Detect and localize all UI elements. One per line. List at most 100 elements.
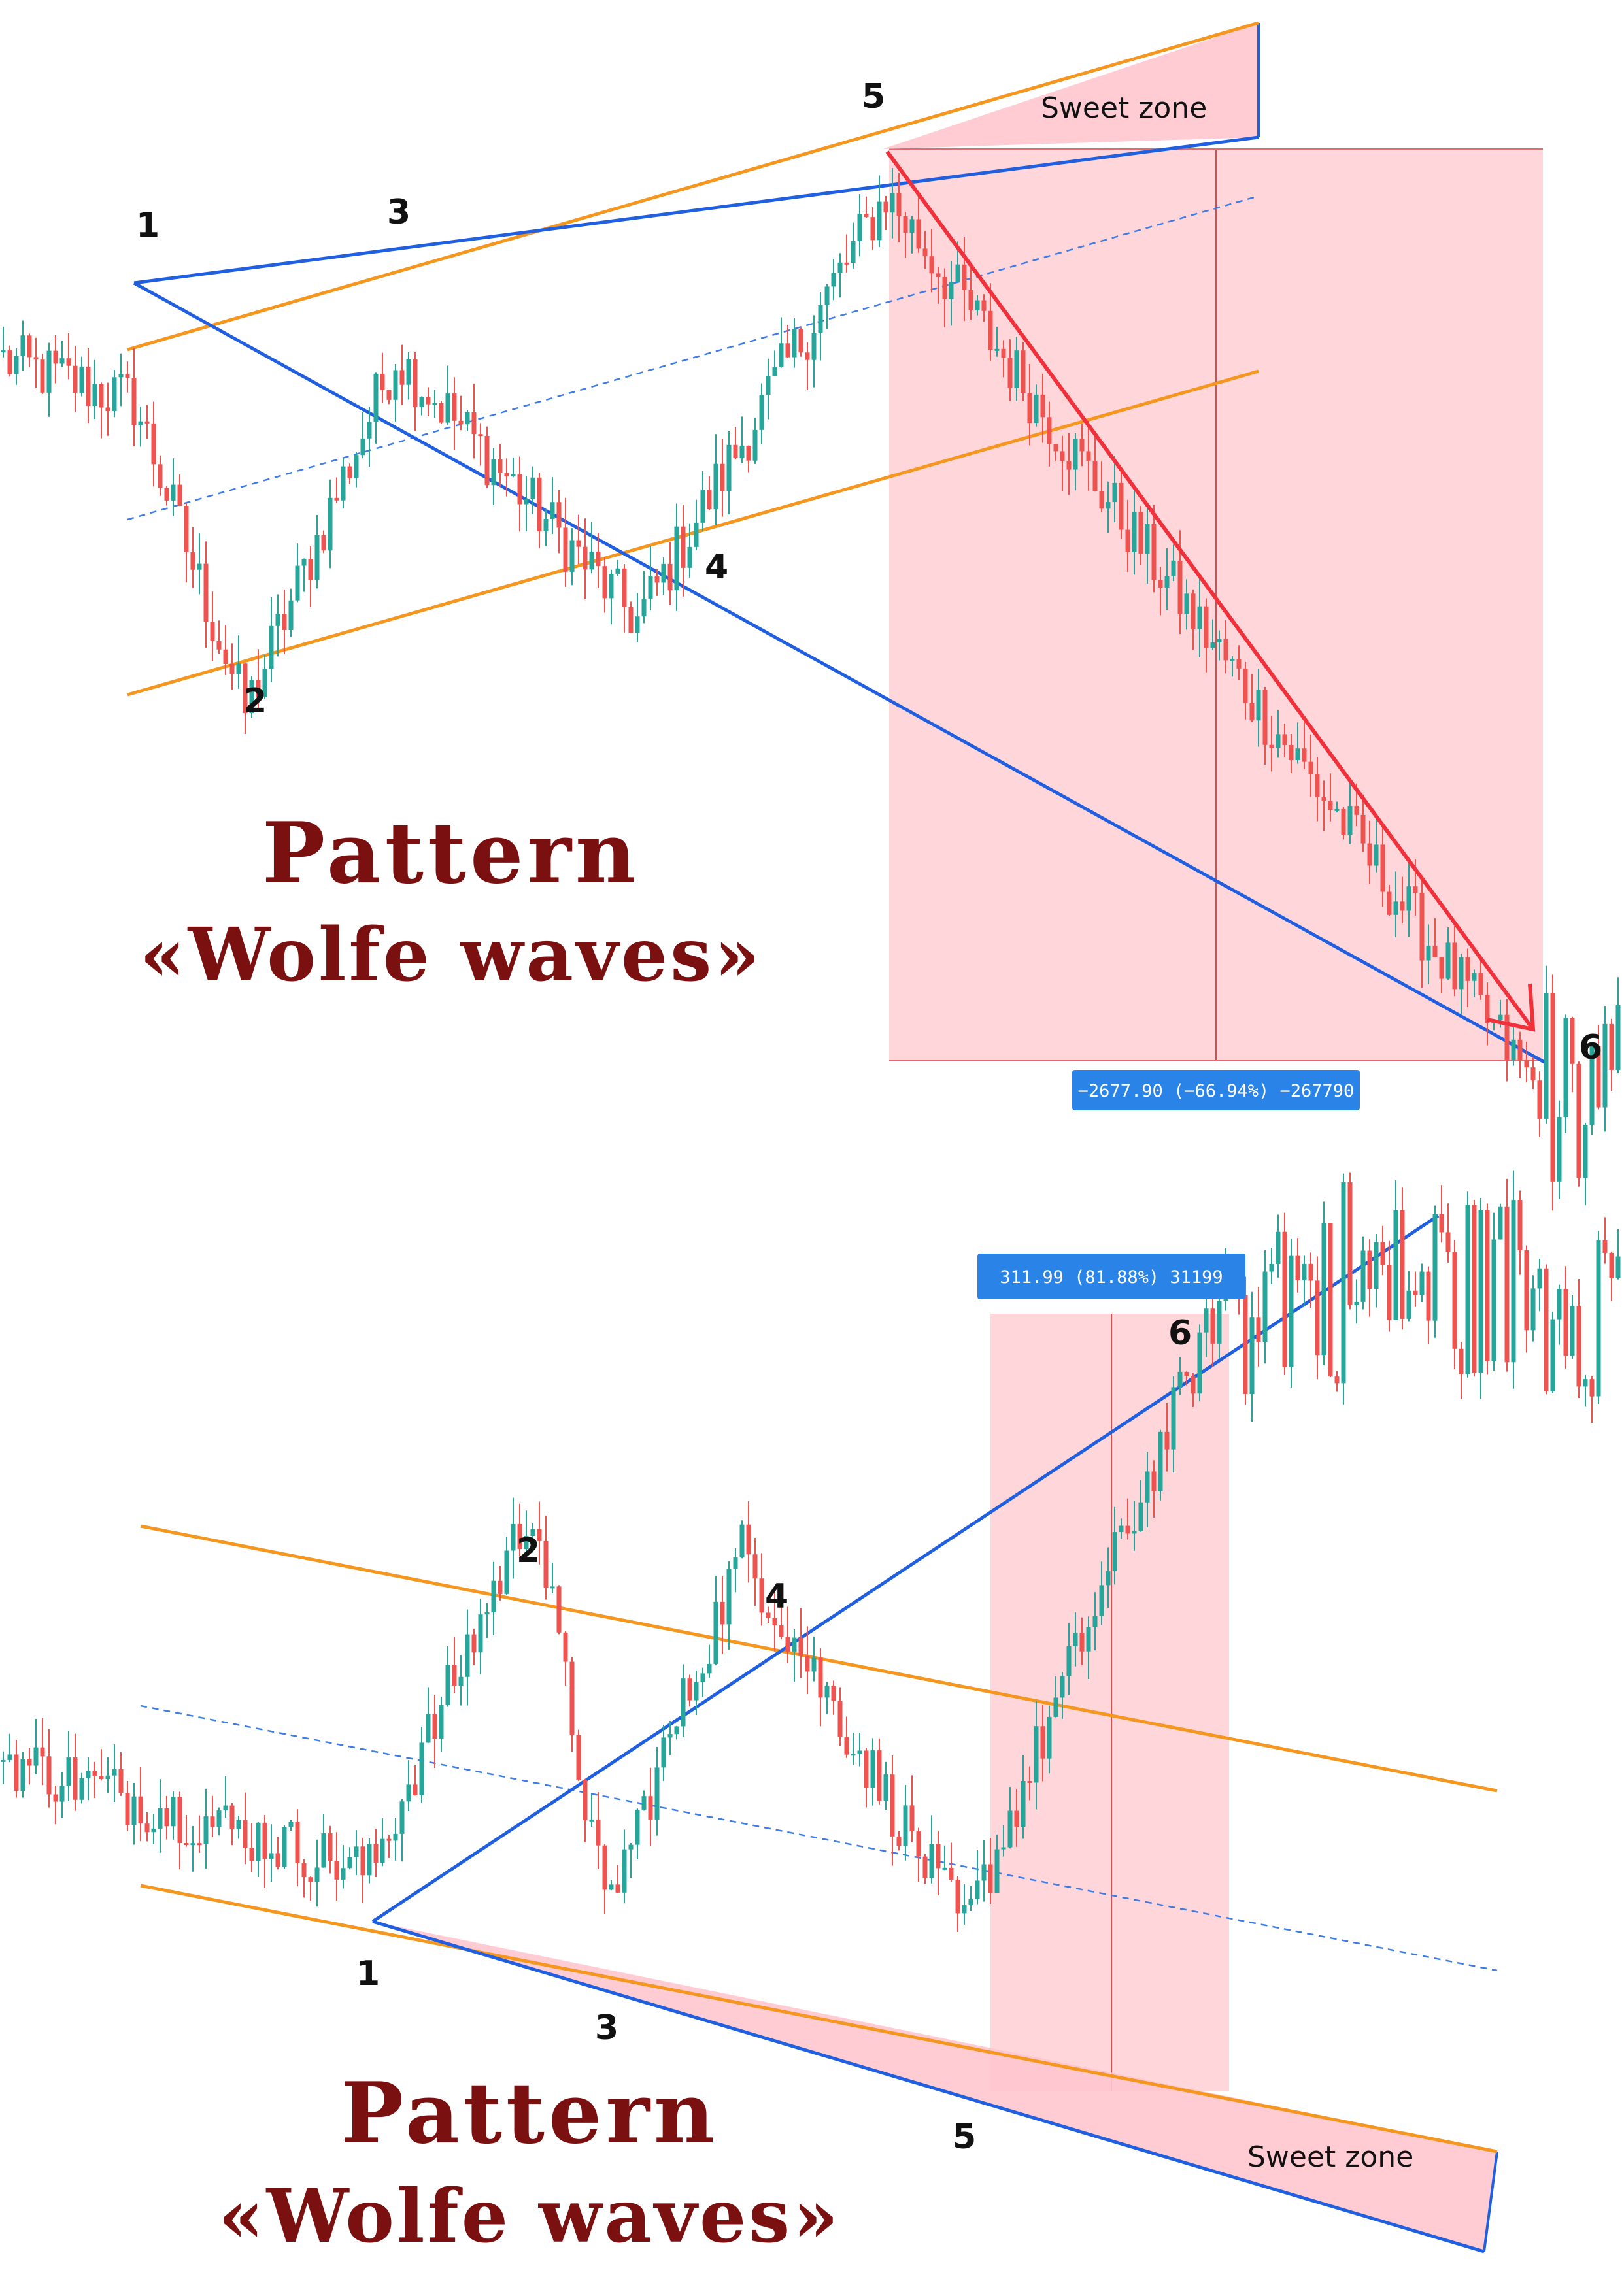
top-candle-body bbox=[517, 474, 522, 505]
bottom-candle-body bbox=[334, 1861, 339, 1880]
bottom-candle-body bbox=[380, 1838, 385, 1863]
top-candle-body bbox=[530, 477, 535, 499]
top-candle-body bbox=[203, 563, 209, 622]
top-candle-body bbox=[857, 213, 862, 241]
bottom-candle-body bbox=[432, 1714, 437, 1739]
bottom-candle-body bbox=[269, 1853, 274, 1859]
top-candle-body bbox=[576, 540, 581, 547]
top-candle-body bbox=[1289, 745, 1294, 761]
bottom-candle-body bbox=[223, 1805, 228, 1811]
bottom-candle-body bbox=[1504, 1206, 1510, 1363]
bottom-candle-body bbox=[661, 1737, 666, 1768]
bottom-candle-body bbox=[1106, 1571, 1111, 1586]
bottom-candle-body bbox=[700, 1673, 705, 1683]
top-candle-body bbox=[354, 455, 359, 479]
bottom-candle-body bbox=[282, 1827, 287, 1867]
bottom-candle-body bbox=[602, 1845, 607, 1890]
bottom-candles bbox=[1, 1170, 1621, 1932]
bottom-candle-body bbox=[615, 1884, 620, 1893]
bottom-candle-body bbox=[1452, 1252, 1457, 1349]
top-candle-body bbox=[903, 216, 908, 233]
top-sweet-zone bbox=[883, 23, 1259, 149]
bottom-measurement-tag bbox=[977, 1254, 1245, 1299]
bottom-candle-body bbox=[1328, 1223, 1333, 1377]
top-candle-body bbox=[1086, 451, 1091, 461]
top-candle-body bbox=[661, 563, 666, 583]
bottom-candle-body bbox=[341, 1868, 346, 1880]
bottom-candle-body bbox=[1334, 1376, 1340, 1384]
bottom-candle-body bbox=[1269, 1264, 1274, 1272]
bottom-candle-body bbox=[1132, 1531, 1137, 1534]
bottom-candle-body bbox=[1498, 1206, 1503, 1240]
bottom-candle-body bbox=[393, 1833, 398, 1841]
bottom-candle-body bbox=[1308, 1263, 1313, 1281]
top-candles bbox=[1, 167, 1621, 1211]
bottom-sweet-zone-edge bbox=[1483, 2151, 1498, 2252]
bottom-candle-body bbox=[243, 1820, 248, 1848]
bottom-candle-body bbox=[550, 1586, 555, 1589]
bottom-candle-body bbox=[1511, 1200, 1516, 1363]
bottom-candle-body bbox=[798, 1637, 803, 1656]
top-candle-body bbox=[413, 359, 418, 407]
top-candle-body bbox=[1164, 576, 1170, 588]
top-candle-body bbox=[112, 377, 117, 411]
bottom-chart-panel: 1 2 3 4 5 6 Sweet zone 311.99 (81.88%) 3… bbox=[1, 1170, 1621, 2259]
bottom-line-1-to-5 bbox=[372, 1920, 1485, 2254]
bottom-candle-body bbox=[386, 1838, 392, 1841]
top-candle-body bbox=[837, 262, 843, 273]
bottom-candle-body bbox=[249, 1848, 254, 1861]
top-candle-body bbox=[792, 329, 797, 358]
bottom-candle-body bbox=[1517, 1200, 1523, 1250]
top-candle-body bbox=[1498, 1014, 1503, 1020]
bottom-candle-body bbox=[1419, 1271, 1425, 1295]
top-candle-body bbox=[79, 366, 84, 393]
top-candle-body bbox=[1217, 639, 1222, 642]
top-candle-body bbox=[1132, 512, 1137, 552]
bottom-candle-body bbox=[975, 1880, 980, 1899]
bottom-candle-body bbox=[674, 1726, 679, 1735]
top-candle-body bbox=[308, 559, 313, 580]
top-candle-body bbox=[674, 526, 679, 591]
bottom-candle-body bbox=[596, 1819, 601, 1846]
top-candle-body bbox=[1171, 560, 1176, 576]
top-channel-midline bbox=[127, 195, 1259, 521]
top-candle-body bbox=[158, 464, 163, 488]
bottom-candle-body bbox=[1066, 1646, 1072, 1676]
top-candle-body bbox=[223, 649, 228, 665]
top-candle-body bbox=[491, 459, 496, 486]
bottom-candle-body bbox=[1537, 1268, 1542, 1289]
top-candle-body bbox=[7, 350, 12, 374]
top-candle-body bbox=[1426, 945, 1431, 961]
bottom-candle-body bbox=[184, 1842, 189, 1845]
bottom-candle-body bbox=[687, 1678, 692, 1701]
bottom-candle-body bbox=[151, 1828, 156, 1833]
bottom-candle-body bbox=[1360, 1250, 1366, 1302]
top-candle-body bbox=[870, 217, 875, 241]
top-candle-body bbox=[406, 359, 411, 385]
top-candle-body bbox=[1249, 703, 1255, 721]
top-candle-body bbox=[1347, 805, 1353, 835]
top-candle-body bbox=[824, 286, 830, 305]
bottom-candle-body bbox=[622, 1849, 627, 1893]
bottom-candle-body bbox=[1060, 1676, 1065, 1698]
bottom-candle-body bbox=[445, 1665, 450, 1705]
bottom-candle-body bbox=[981, 1864, 987, 1881]
top-candle-body bbox=[936, 273, 941, 277]
top-candle-body bbox=[295, 565, 300, 601]
bottom-candle-body bbox=[1465, 1205, 1470, 1374]
bottom-candle-body bbox=[7, 1754, 12, 1760]
top-candle-body bbox=[478, 434, 483, 437]
top-candle-body bbox=[1276, 734, 1281, 748]
bottom-candle-body bbox=[138, 1796, 143, 1824]
top-candle-body bbox=[648, 576, 653, 599]
bottom-candle-body bbox=[1145, 1471, 1150, 1503]
bottom-candle-body bbox=[256, 1822, 261, 1861]
bottom-candle-body bbox=[1557, 1289, 1562, 1320]
bottom-candle-body bbox=[92, 1771, 97, 1776]
top-candle-body bbox=[1602, 1023, 1608, 1108]
top-candle-body bbox=[1589, 1046, 1595, 1125]
top-candle-body bbox=[1027, 393, 1032, 424]
bottom-candle-body bbox=[949, 1867, 954, 1880]
top-candle-body bbox=[177, 484, 182, 507]
top-candle-body bbox=[1014, 350, 1019, 388]
